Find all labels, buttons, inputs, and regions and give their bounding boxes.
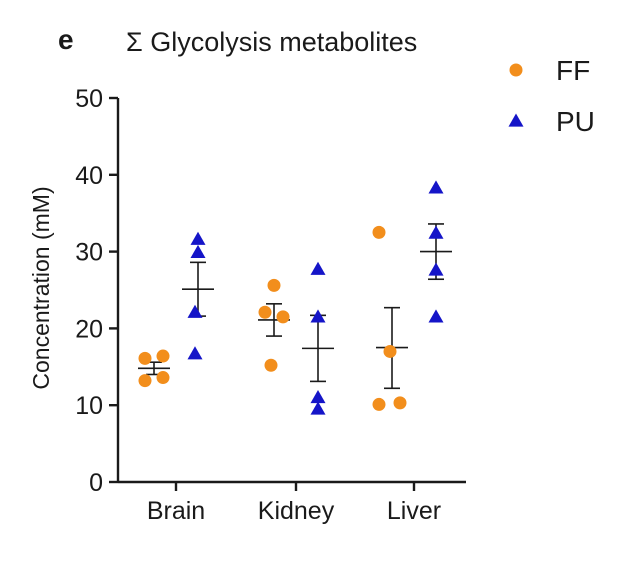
y-tick-label: 10 [75,392,103,420]
y-tick-label: 0 [89,469,103,497]
data-point-ff-kidney [276,310,290,324]
data-point-ff-brain [156,371,170,385]
legend-label-ff: FF [556,55,590,86]
y-tick-label: 50 [75,85,103,113]
data-point-pu-liver [428,225,444,239]
data-point-ff-liver [372,225,386,239]
legend-marker-ff [509,63,523,77]
y-tick-label: 40 [75,162,103,190]
data-point-ff-kidney [267,278,281,292]
data-point-ff-brain [156,349,170,363]
data-point-ff-liver [372,397,386,411]
data-point-pu-brain [187,346,203,360]
data-point-ff-brain [138,374,152,388]
y-axis-label: Concentration (mM) [28,186,54,389]
data-point-ff-kidney [258,305,272,319]
y-tick-label: 30 [75,239,103,267]
data-point-pu-kidney [310,401,326,415]
data-point-pu-liver [428,309,444,323]
x-tick-label: Kidney [258,497,335,525]
data-point-pu-liver [428,180,444,194]
axes: 0 10 20 30 40 50 Brain Kidney Liver [75,85,466,525]
x-tick-label: Brain [147,497,205,525]
data-marks [138,180,452,415]
data-point-pu-kidney [310,261,326,275]
data-point-ff-liver [383,344,397,358]
chart-title: Σ Glycolysis metabolites [126,27,417,57]
data-point-pu-kidney [310,390,326,404]
data-point-pu-brain [187,304,203,318]
panel-label: e [58,24,74,55]
data-point-pu-kidney [310,309,326,323]
legend: FF PU [508,55,595,137]
data-point-pu-brain [190,244,206,258]
data-point-pu-liver [428,262,444,276]
data-point-ff-liver [393,396,407,410]
x-tick-label: Liver [387,497,441,525]
legend-marker-pu [508,113,524,127]
data-point-pu-brain [190,231,206,245]
y-tick-label: 20 [75,315,103,343]
legend-label-pu: PU [556,106,595,137]
data-point-ff-kidney [264,358,278,372]
data-point-ff-brain [138,351,152,365]
